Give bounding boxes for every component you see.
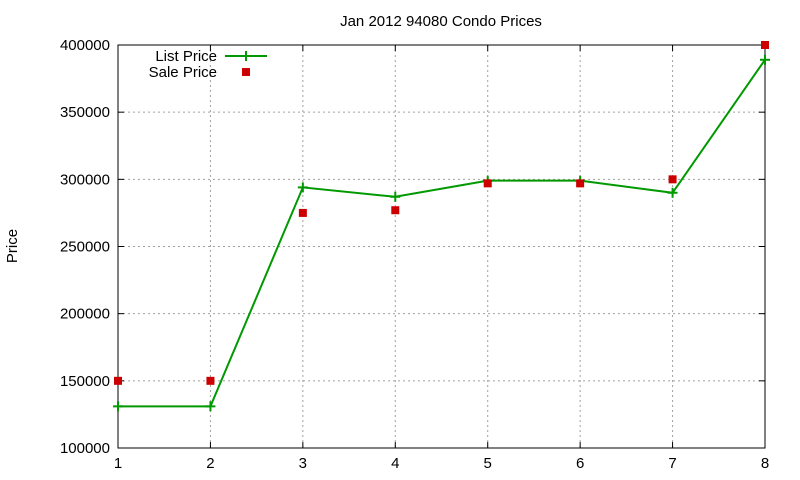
y-tick-label: 400000	[60, 37, 110, 54]
list-price-point	[667, 187, 678, 198]
legend-label-list-price: List Price	[155, 48, 217, 65]
x-tick-label: 4	[391, 455, 399, 472]
y-tick-label: 350000	[60, 104, 110, 121]
series	[113, 41, 770, 412]
y-tick-label: 250000	[60, 239, 110, 256]
list-price-point	[390, 191, 401, 202]
x-tick-label: 3	[299, 455, 307, 472]
sale-price-point	[206, 376, 215, 385]
y-tick-label: 200000	[60, 306, 110, 323]
list-price-point	[205, 401, 216, 412]
legend-label-sale-price: Sale Price	[149, 64, 217, 81]
x-tick-label: 7	[668, 455, 676, 472]
sale-price-point	[483, 179, 492, 188]
x-tick-label: 1	[114, 455, 122, 472]
plot-frame	[117, 44, 766, 449]
sale-price-point	[576, 179, 585, 188]
y-tick-label: 150000	[60, 373, 110, 390]
y-axis-label: Price	[4, 229, 21, 263]
x-tick-label: 2	[206, 455, 214, 472]
x-tick-label: 8	[761, 455, 769, 472]
sale-price-point	[298, 208, 307, 217]
y-tick-label: 300000	[60, 171, 110, 188]
sale-price-point	[668, 175, 677, 184]
sale-price-point	[391, 206, 400, 215]
legend-swatch-sale-price	[242, 68, 250, 76]
list-price-point	[113, 401, 123, 412]
sale-price-point	[761, 41, 769, 49]
grid	[118, 45, 765, 448]
chart-title: Jan 2012 94080 Condo Prices	[340, 13, 542, 30]
list-price-point	[760, 54, 770, 65]
list-price-point	[297, 182, 308, 193]
list-price-line	[118, 59, 766, 408]
axis-ticks: 1 2 3 4 5 6 7 8 100000 150000 200000 250000 300000 35…	[60, 37, 769, 472]
sale-price-point	[114, 376, 122, 385]
x-tick-label: 5	[484, 455, 492, 472]
y-tick-label: 100000	[60, 440, 110, 457]
x-tick-label: 6	[576, 455, 584, 472]
